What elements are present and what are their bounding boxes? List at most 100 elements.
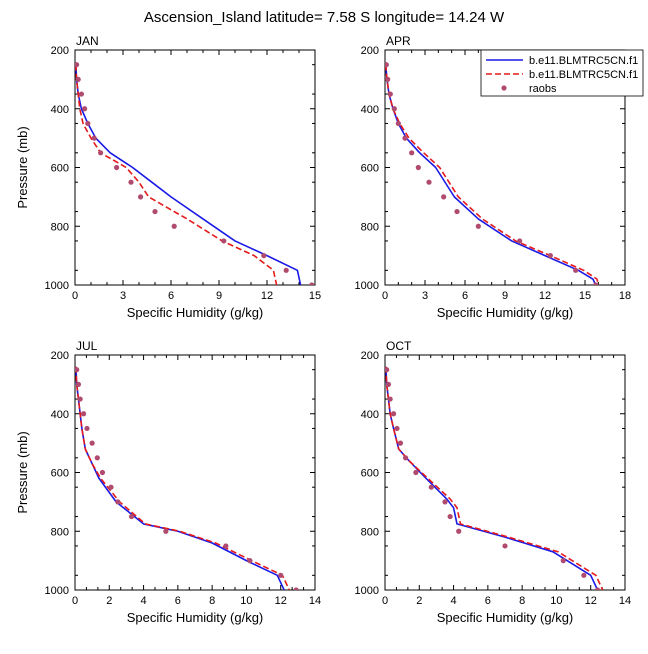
x-tick-label: 0 <box>382 595 388 607</box>
raobs-point <box>98 150 104 156</box>
panel-apr: APR 0 3 6 9 12 15 18 200 400 600 800 1000 Specific Hu… <box>355 34 632 320</box>
y-tick-label: 400 <box>51 409 69 421</box>
raobs-point <box>247 558 253 564</box>
y-tick-label: 400 <box>51 104 69 116</box>
x-tick-label: 6 <box>485 595 491 607</box>
raobs-point <box>114 164 120 171</box>
x-tick-label: 8 <box>519 595 525 607</box>
raobs-point <box>581 572 587 578</box>
x-tick-label: 3 <box>120 290 126 302</box>
y-tick-label: 800 <box>51 221 69 233</box>
panel-title: APR <box>386 34 411 48</box>
x-tick-label: 3 <box>422 290 428 302</box>
raobs-point <box>163 528 169 534</box>
raobs-point <box>85 120 91 127</box>
y-tick-label: 400 <box>361 409 379 421</box>
raobs-point <box>78 91 84 97</box>
raobs-point <box>278 572 284 578</box>
x-tick-label: 2 <box>416 595 422 607</box>
x-tick-label: 14 <box>619 595 631 607</box>
y-tick-label: 1000 <box>45 280 69 292</box>
raobs-point <box>441 194 447 200</box>
raobs-point <box>547 253 553 259</box>
y-tick-label: 1000 <box>45 585 69 597</box>
raobs-point <box>115 499 121 505</box>
y-tick-label: 1000 <box>355 585 379 597</box>
raobs-point <box>456 528 462 534</box>
x-axis-label: Specific Humidity (g/kg) <box>437 305 574 320</box>
raobs-point <box>502 543 508 549</box>
raobs-point <box>391 106 397 112</box>
series-line-solid <box>385 64 597 285</box>
raobs-point <box>283 267 289 273</box>
y-tick-label: 600 <box>361 163 379 175</box>
x-axis-label: Specific Humidity (g/kg) <box>127 305 264 320</box>
series-line-solid <box>75 64 302 285</box>
x-tick-label: 6 <box>168 290 174 302</box>
raobs-point <box>442 499 448 505</box>
raobs-point <box>75 62 80 68</box>
raobs-point <box>560 558 566 564</box>
y-tick-label: 400 <box>361 104 379 116</box>
raobs-point <box>402 135 408 141</box>
legend: b.e11.BLMTRC5CN.f1 b.e11.BLMTRC5CN.f1 raob… <box>480 49 644 97</box>
x-tick-label: 12 <box>261 290 273 302</box>
y-tick-label: 800 <box>361 221 379 233</box>
raobs-point <box>447 513 453 520</box>
raobs-point <box>261 253 267 259</box>
y-tick-label: 1000 <box>355 280 379 292</box>
y-tick-label: 600 <box>361 468 379 480</box>
y-tick-label: 200 <box>361 45 379 57</box>
series-line-dashed <box>75 366 291 590</box>
x-tick-label: 0 <box>72 290 78 302</box>
y-tick-label: 800 <box>361 526 379 538</box>
raobs-point <box>82 106 88 112</box>
raobs-point <box>415 164 421 171</box>
panel-oct: OCT 0 2 4 6 8 10 12 14 200 400 600 800 1000 Specific H… <box>355 339 632 625</box>
y-axis-label: Pressure (mb) <box>15 126 30 208</box>
series-group <box>75 62 315 285</box>
raobs-point <box>397 440 404 446</box>
raobs-point <box>402 455 409 461</box>
legend-marker-dot <box>501 85 507 91</box>
raobs-point <box>385 367 390 373</box>
raobs-point <box>593 282 599 285</box>
raobs-point <box>221 238 227 244</box>
series-line-solid <box>75 366 285 590</box>
y-tick-label: 200 <box>361 350 379 362</box>
raobs-point <box>91 135 97 141</box>
raobs-point <box>128 179 134 185</box>
raobs-point <box>390 411 397 417</box>
x-tick-label: 15 <box>309 290 321 302</box>
plot-frame <box>74 49 316 286</box>
raobs-point <box>293 587 299 590</box>
legend-label: raobs <box>529 83 557 95</box>
raobs-point <box>138 194 144 200</box>
raobs-point <box>77 396 83 402</box>
raobs-point <box>171 223 177 229</box>
raobs-point <box>454 208 460 215</box>
raobs-point <box>128 513 135 520</box>
raobs-point <box>223 543 229 549</box>
x-tick-label: 12 <box>585 595 597 607</box>
raobs-point <box>394 425 400 432</box>
raobs-point <box>152 208 158 215</box>
x-tick-label: 0 <box>72 595 78 607</box>
panel-jan: JAN 0 3 6 9 12 15 200 400 600 800 1000 Specific Humi… <box>15 34 321 320</box>
raobs-point <box>409 150 415 156</box>
y-tick-label: 200 <box>51 350 69 362</box>
series-line-dashed <box>385 64 600 285</box>
raobs-point <box>387 91 393 97</box>
y-tick-label: 200 <box>51 45 69 57</box>
x-tick-label: 15 <box>579 290 591 302</box>
panel-title: JAN <box>76 34 99 48</box>
y-tick-label: 600 <box>51 163 69 175</box>
x-axis-label: Specific Humidity (g/kg) <box>437 610 574 625</box>
series-group <box>385 366 604 590</box>
x-tick-label: 9 <box>502 290 508 302</box>
y-tick-label: 800 <box>51 526 69 538</box>
raobs-point <box>89 440 95 446</box>
series-group <box>75 366 299 590</box>
raobs-point <box>395 120 401 127</box>
